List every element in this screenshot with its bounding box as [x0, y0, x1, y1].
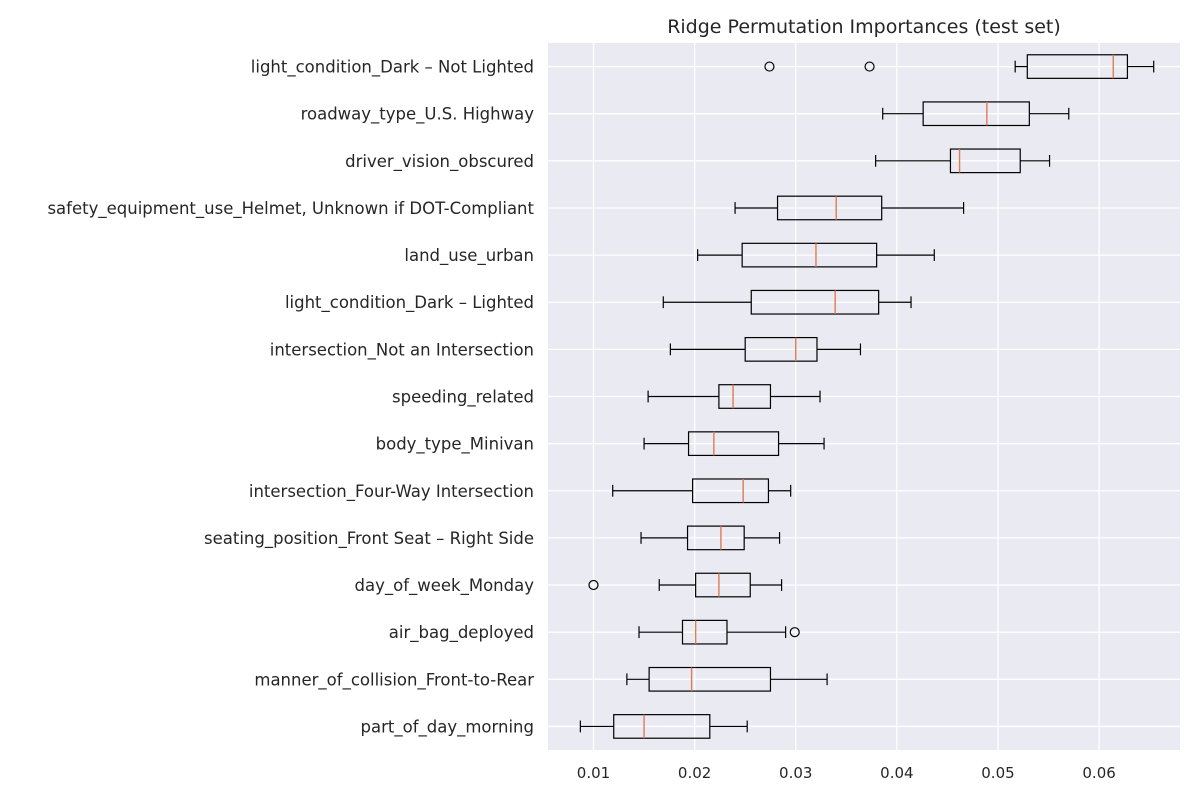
outlier-point [588, 579, 599, 591]
y-tick-label: body_type_Minivan [376, 435, 534, 455]
y-tick-label: safety_equipment_use_Helmet, Unknown if … [47, 199, 534, 219]
box-iqr [741, 242, 878, 268]
x-tick-label: 0.05 [981, 764, 1014, 782]
box-iqr [695, 572, 751, 598]
box-group [882, 101, 1070, 127]
y-tick-label: intersection_Not an Intersection [270, 340, 534, 360]
box-group [579, 714, 748, 739]
box-iqr [718, 384, 772, 409]
y-tick-label: light_condition_Dark – Not Lighted [251, 58, 534, 78]
box-group [669, 336, 862, 362]
x-tick-label: 0.03 [779, 764, 812, 782]
y-tick-label: day_of_week_Monday [355, 576, 535, 596]
box-group [638, 619, 800, 645]
outlier-point [764, 61, 775, 72]
grid-lines [548, 43, 1180, 750]
y-tick-labels: light_condition_Dark – Not Lighted roadwa… [47, 58, 534, 738]
box-group [643, 431, 825, 457]
x-tick-label: 0.01 [577, 764, 610, 782]
y-tick-label: driver_vision_obscured [345, 152, 534, 172]
chart-title: Ridge Permutation Importances (test set) [667, 16, 1061, 38]
box-iqr [744, 336, 818, 362]
y-tick-label: air_bag_deployed [389, 623, 534, 643]
box-group [875, 148, 1051, 174]
box-group [640, 525, 781, 551]
box-group [647, 384, 821, 409]
box-group [764, 54, 1155, 79]
box-iqr [692, 478, 770, 504]
y-tick-label: land_use_urban [404, 246, 534, 266]
box-iqr [922, 101, 1030, 127]
box-group [662, 289, 912, 315]
y-tick-label: roadway_type_U.S. Highway [301, 105, 535, 125]
box-iqr [613, 714, 711, 739]
y-tick-label: speeding_related [392, 388, 534, 408]
y-tick-label: manner_of_collision_Front-to-Rear [254, 670, 534, 690]
box-iqr [686, 525, 745, 551]
x-tick-label: 0.04 [880, 764, 913, 782]
box-iqr [949, 148, 1021, 174]
box-group [734, 195, 965, 221]
box-iqr [687, 431, 780, 457]
y-tick-label: seating_position_Front Seat – Right Side [204, 529, 534, 549]
box-iqr [681, 619, 728, 645]
x-tick-label: 0.06 [1082, 764, 1115, 782]
box-iqr [648, 666, 772, 692]
boxes-layer [579, 54, 1155, 739]
y-tick-label: part_of_day_morning [361, 717, 534, 737]
box-group [612, 478, 792, 504]
outlier-point [789, 627, 800, 638]
box-group [588, 572, 783, 598]
box-iqr [1026, 54, 1129, 79]
x-tick-label: 0.02 [678, 764, 711, 782]
box-group [697, 242, 935, 268]
box-iqr [750, 289, 880, 315]
outlier-point [864, 61, 875, 72]
box-group [626, 666, 828, 692]
x-tick-labels: 0.01 0.02 0.03 0.04 0.05 0.06 [577, 764, 1116, 782]
y-tick-label: intersection_Four-Way Intersection [249, 482, 534, 502]
box-iqr [776, 195, 883, 221]
y-tick-label: light_condition_Dark – Lighted [285, 293, 534, 313]
